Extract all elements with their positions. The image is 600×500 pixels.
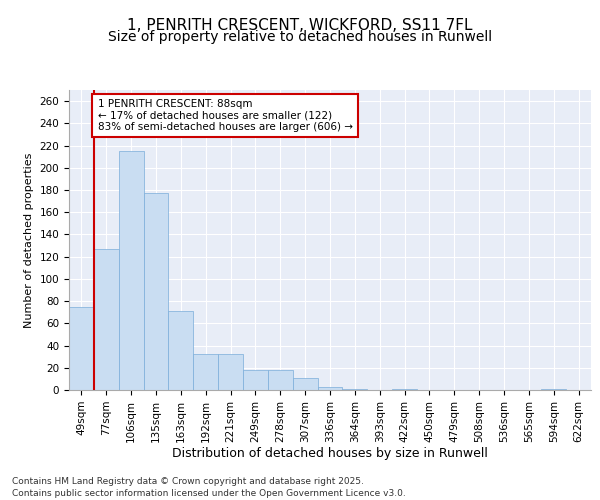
- Y-axis label: Number of detached properties: Number of detached properties: [24, 152, 34, 328]
- X-axis label: Distribution of detached houses by size in Runwell: Distribution of detached houses by size …: [172, 448, 488, 460]
- Bar: [69, 306, 94, 390]
- Text: Size of property relative to detached houses in Runwell: Size of property relative to detached ho…: [108, 30, 492, 44]
- Bar: [392, 389, 417, 390]
- Bar: [143, 194, 169, 390]
- Bar: [268, 370, 293, 390]
- Bar: [243, 370, 268, 390]
- Bar: [193, 354, 218, 390]
- Bar: [541, 389, 566, 390]
- Bar: [343, 389, 367, 390]
- Text: 1, PENRITH CRESCENT, WICKFORD, SS11 7FL: 1, PENRITH CRESCENT, WICKFORD, SS11 7FL: [127, 18, 473, 32]
- Text: Contains HM Land Registry data © Crown copyright and database right 2025.
Contai: Contains HM Land Registry data © Crown c…: [12, 476, 406, 498]
- Bar: [119, 151, 143, 390]
- Bar: [293, 378, 317, 390]
- Bar: [317, 386, 343, 390]
- Bar: [218, 354, 243, 390]
- Bar: [94, 249, 119, 390]
- Bar: [169, 311, 193, 390]
- Text: 1 PENRITH CRESCENT: 88sqm
← 17% of detached houses are smaller (122)
83% of semi: 1 PENRITH CRESCENT: 88sqm ← 17% of detac…: [98, 99, 353, 132]
